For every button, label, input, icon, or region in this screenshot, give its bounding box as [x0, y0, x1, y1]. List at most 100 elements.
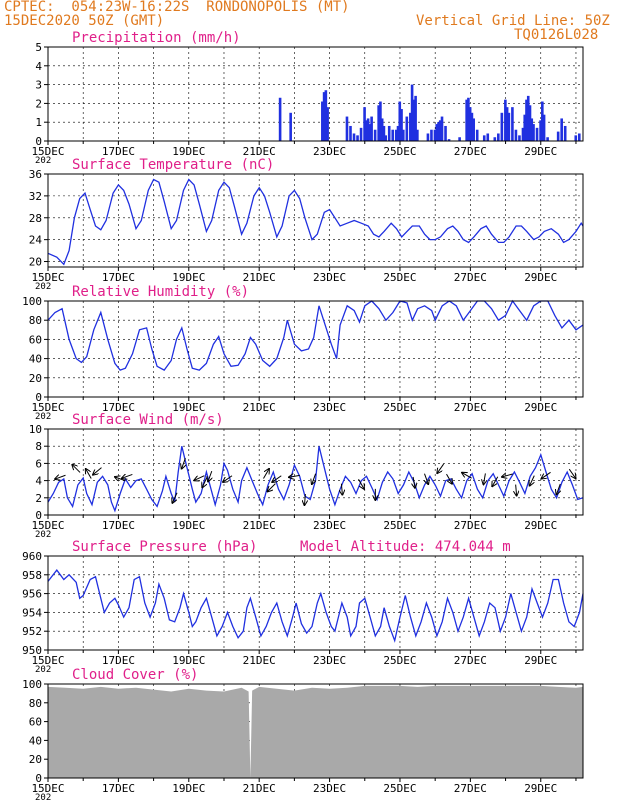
- x-tick-label: 29DEC: [524, 401, 557, 414]
- panel-title: Surface Wind (m/s): [72, 412, 224, 428]
- wind-arrow: [304, 493, 305, 505]
- precip-bar: [433, 129, 437, 141]
- precip-bar: [535, 127, 539, 141]
- wind-arrow: [462, 473, 472, 479]
- precip-bar: [345, 116, 349, 141]
- precip-bar: [542, 114, 546, 141]
- x-year-fragment: 202: [35, 156, 51, 166]
- y-tick-label: 32: [29, 190, 42, 203]
- y-tick-label: 60: [29, 333, 42, 346]
- wind-arrow: [413, 476, 415, 488]
- x-tick-label: 27DEC: [454, 271, 487, 284]
- wind-arrow: [172, 492, 178, 503]
- precip-bar: [486, 133, 490, 141]
- precip-bar: [528, 105, 532, 141]
- y-tick-label: 100: [22, 295, 42, 308]
- x-tick-label: 27DEC: [454, 654, 487, 667]
- cloud-area: [48, 685, 583, 778]
- precip-bar: [440, 116, 444, 141]
- panel-2: 0 20 40 60 80 100 15DEC 17DEC 19DEC 21DEC 23DEC 25D…: [22, 284, 584, 422]
- wind-arrow: [492, 476, 499, 487]
- wind-arrow: [516, 484, 517, 496]
- x-year-fragment: 202: [35, 530, 51, 540]
- x-tick-label: 17DEC: [102, 145, 135, 158]
- panel-frame: [47, 683, 584, 779]
- x-tick-label: 23DEC: [313, 145, 346, 158]
- series-line: [47, 299, 584, 371]
- precip-bar: [365, 120, 368, 141]
- precip-bar: [574, 135, 578, 141]
- precip-bar: [525, 99, 528, 141]
- panel-1: 20 24 28 32 36 15DEC 17DEC 19DEC 21DEC 23DEC 25DEC…: [29, 157, 584, 292]
- panel-3: 0 2 4 6 8 10 15DEC 17DEC 19DEC 21DEC 23DEC 25DEC 27D…: [29, 412, 584, 540]
- series-line: [47, 569, 584, 643]
- precip-bar: [541, 101, 544, 141]
- precip-bar: [514, 129, 518, 141]
- x-year-fragment: 202: [35, 665, 51, 675]
- precip-bar: [289, 112, 292, 141]
- x-tick-label: 23DEC: [313, 782, 346, 795]
- header-grid-note: Vertical Grid Line: 50Z: [416, 13, 610, 29]
- x-year-fragment: 202: [35, 793, 51, 800]
- precip-bar: [382, 125, 386, 141]
- wind-arrow: [341, 483, 342, 495]
- y-tick-label: 958: [22, 569, 42, 582]
- precip-bar: [352, 133, 356, 141]
- y-tick-label: 24: [29, 234, 43, 247]
- precip-bar: [526, 95, 530, 141]
- precip-bar: [373, 129, 377, 141]
- x-tick-label: 29DEC: [524, 145, 557, 158]
- precip-bar: [405, 116, 409, 141]
- panel-frame: [47, 555, 584, 651]
- wind-arrow: [312, 473, 316, 484]
- x-tick-label: 25DEC: [383, 654, 416, 667]
- x-tick-label: 15DEC: [31, 401, 64, 414]
- wind-arrow: [272, 475, 282, 482]
- precip-bar: [507, 112, 511, 141]
- x-tick-label: 27DEC: [454, 519, 487, 532]
- precip-bar: [493, 137, 497, 141]
- precip-bar: [368, 124, 372, 141]
- x-tick-label: 29DEC: [524, 782, 557, 795]
- x-tick-label: 25DEC: [383, 519, 416, 532]
- x-tick-label: 25DEC: [383, 271, 416, 284]
- y-tick-label: 2: [35, 492, 42, 505]
- x-tick-label: 23DEC: [313, 401, 346, 414]
- precip-bar: [470, 112, 474, 141]
- y-tick-label: 956: [22, 588, 42, 601]
- precip-bar: [370, 116, 373, 141]
- precip-bar: [577, 133, 581, 141]
- y-tick-label: 1: [35, 116, 42, 129]
- x-tick-label: 21DEC: [243, 654, 276, 667]
- wind-arrow: [358, 479, 365, 489]
- precip-bar: [394, 129, 398, 141]
- precip-bar: [278, 97, 282, 141]
- panel-title: Precipitation (mm/h): [72, 30, 241, 46]
- panel-frame: [47, 300, 584, 398]
- x-tick-label: 17DEC: [102, 271, 135, 284]
- precip-bar: [444, 125, 447, 141]
- precip-bar: [359, 127, 363, 141]
- precip-bar: [556, 131, 560, 141]
- x-tick-label: 21DEC: [243, 401, 276, 414]
- precip-bar: [384, 135, 387, 141]
- y-tick-label: 8: [35, 440, 42, 453]
- y-tick-label: 0: [35, 135, 42, 148]
- x-tick-label: 19DEC: [172, 519, 205, 532]
- y-tick-label: 10: [29, 423, 42, 436]
- x-tick-label: 17DEC: [102, 401, 135, 414]
- precip-bar: [400, 109, 403, 141]
- panel-title: Surface Temperature (nC): [72, 157, 274, 173]
- y-tick-label: 954: [22, 606, 42, 619]
- precip-bar: [563, 125, 567, 141]
- x-tick-label: 29DEC: [524, 271, 557, 284]
- header-model-code: TQ0126L028: [514, 27, 599, 43]
- x-tick-label: 23DEC: [313, 519, 346, 532]
- precip-bar: [414, 95, 417, 141]
- y-tick-label: 0: [35, 772, 42, 785]
- x-tick-label: 19DEC: [172, 654, 205, 667]
- x-tick-label: 17DEC: [102, 654, 135, 667]
- x-tick-label: 19DEC: [172, 782, 205, 795]
- precip-bar: [532, 124, 535, 141]
- panel-annotation: Model Altitude: 474.044 m: [300, 539, 511, 555]
